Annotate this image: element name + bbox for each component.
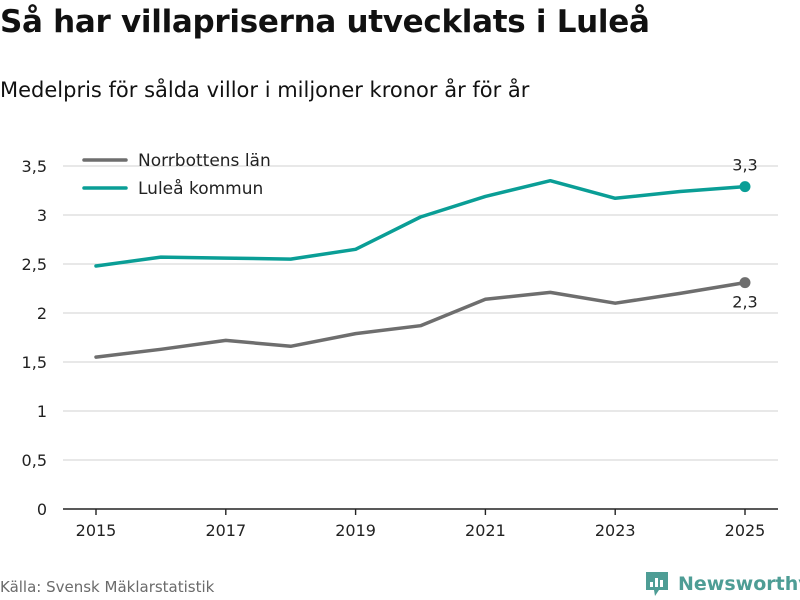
y-tick-label: 3,5 [22,157,47,176]
legend-label: Norrbottens län [138,151,271,171]
series-end-point [739,277,751,289]
y-tick-label: 0 [37,500,47,519]
end-value-label: 2,3 [732,293,757,312]
y-tick-label: 2 [37,304,47,323]
y-tick-label: 0,5 [22,451,47,470]
page-subtitle: Medelpris för sålda villor i miljoner kr… [0,78,530,102]
series-layer [94,178,751,359]
source-note: Källa: Svensk Mäklarstatistik [0,578,215,596]
brand-logo: Newsworthy [644,570,800,598]
legend: Norrbottens län Luleå kommun [82,151,271,199]
data-labels: 2,3 3,3 [732,156,757,312]
y-tick-label: 3 [37,206,47,225]
x-tick-label: 2021 [465,521,506,540]
newsworthy-logo-icon [646,572,668,596]
grid-layer [63,165,778,461]
legend-label: Luleå kommun [138,178,263,199]
axis-layer: 0 0,5 1 1,5 2 2,5 3 3,5 2015 2017 2019 2021 2023 2025 [22,157,778,540]
y-tick-label: 1 [37,402,47,421]
series-end-point [739,181,751,193]
end-value-label: 3,3 [732,156,757,175]
x-tick-label: 2019 [335,521,376,540]
x-tick-label: 2025 [725,521,766,540]
x-tick-label: 2015 [76,521,117,540]
x-tick-label: 2023 [595,521,636,540]
page-title: Så har villapriserna utvecklats i Luleå [0,4,650,40]
y-tick-label: 2,5 [22,255,47,274]
series-line-norrbotten [94,280,747,359]
brand-name: Newsworthy [678,573,800,595]
x-tick-label: 2017 [205,521,246,540]
y-tick-label: 1,5 [22,353,47,372]
series-line-lulea [94,178,747,268]
